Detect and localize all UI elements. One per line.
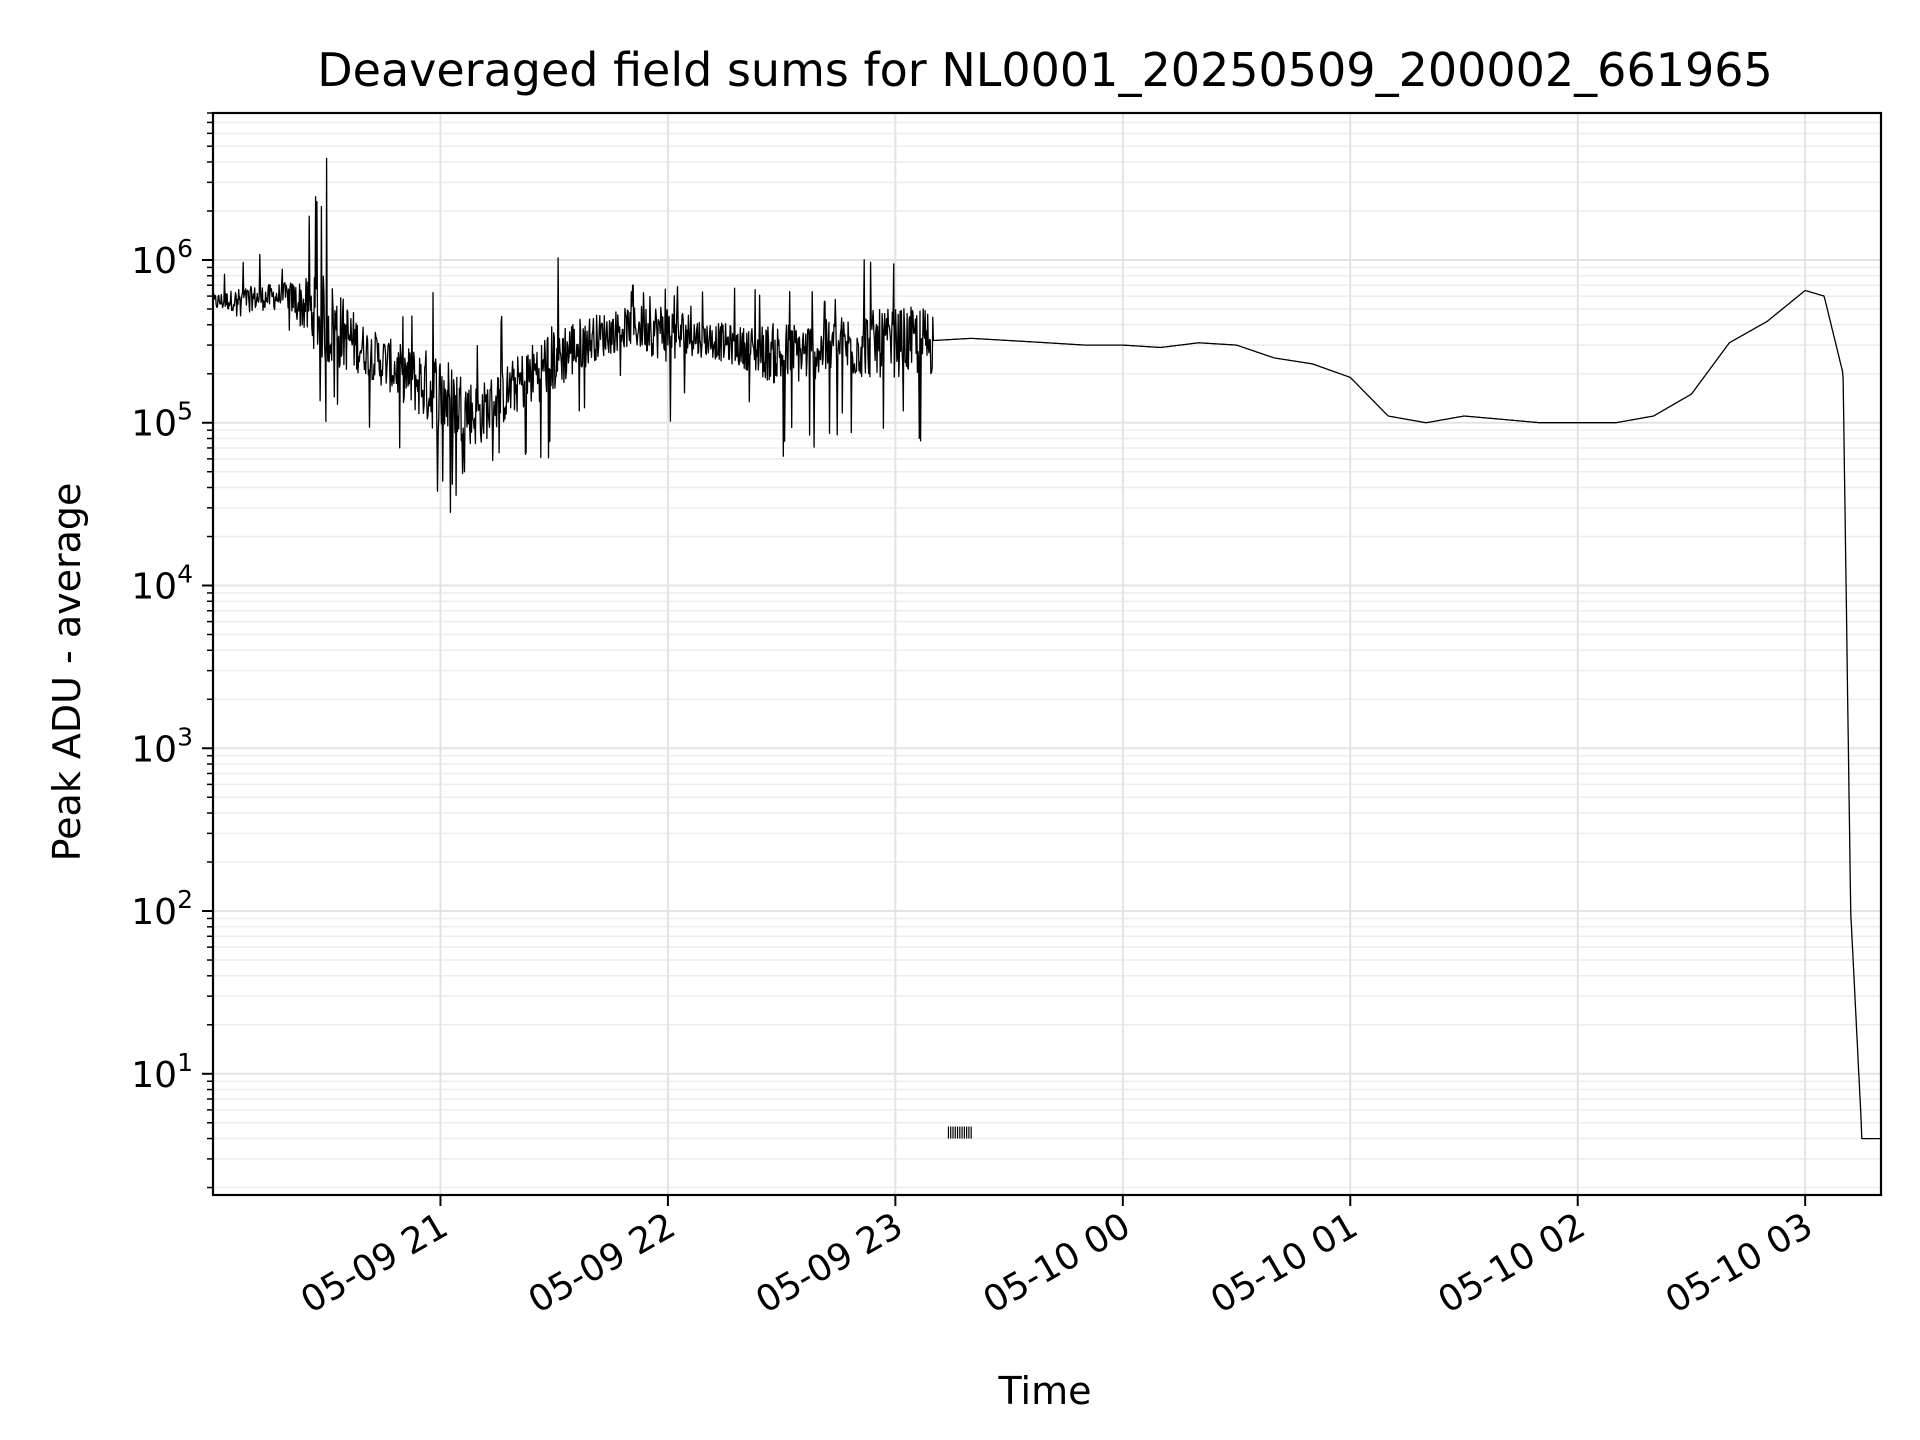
y-tick-base: 10 xyxy=(131,404,177,445)
y-tick-label: 105 xyxy=(131,397,193,445)
plot-frame xyxy=(211,111,1883,1197)
y-axis-label: Peak ADU - average xyxy=(45,483,89,862)
minor-grid xyxy=(213,112,1881,1189)
y-tick-base: 10 xyxy=(131,892,177,933)
y-tick-base: 10 xyxy=(131,241,177,282)
x-axis-label: Time xyxy=(998,1369,1092,1413)
y-tick-exponent: 2 xyxy=(177,885,193,914)
y-tick-base: 10 xyxy=(131,567,177,608)
y-tick-label: 106 xyxy=(131,234,193,282)
y-tick-exponent: 3 xyxy=(177,722,193,751)
axes xyxy=(211,111,1883,1197)
y-tick-label: 102 xyxy=(131,885,193,933)
chart-title: Deaveraged field sums for NL0001_2025050… xyxy=(317,43,1773,97)
y-tick-label: 104 xyxy=(131,560,193,608)
y-tick-base: 10 xyxy=(131,1055,177,1096)
y-tick-exponent: 1 xyxy=(177,1048,193,1077)
y-tick-label: 101 xyxy=(131,1048,193,1096)
y-tick-base: 10 xyxy=(131,729,177,770)
y-tick-exponent: 4 xyxy=(177,560,193,589)
series-line xyxy=(212,157,1882,1140)
y-tick-label: 103 xyxy=(131,722,193,770)
y-tick-exponent: 5 xyxy=(177,397,193,426)
y-tick-exponent: 6 xyxy=(177,234,193,263)
